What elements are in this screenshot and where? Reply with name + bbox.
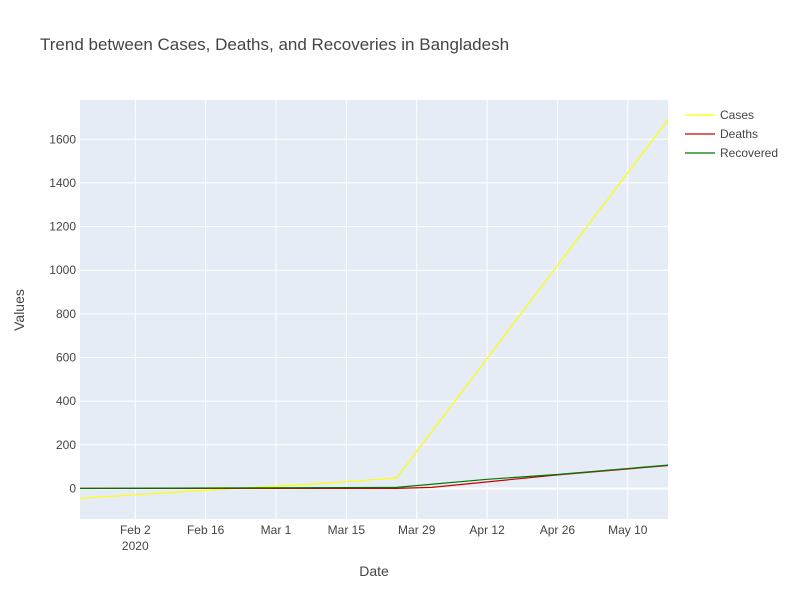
y-gridlines: [80, 138, 668, 490]
y-axis-title: Values: [11, 289, 27, 331]
series-line-cases: [79, 119, 669, 499]
y-tick-label: 1200: [49, 220, 76, 234]
chart-title: Trend between Cases, Deaths, and Recover…: [40, 35, 509, 54]
x-tick-label: Mar 29: [398, 523, 436, 537]
legend-item-cases[interactable]: Cases: [685, 108, 754, 122]
x-tick-label: Mar 15: [328, 523, 366, 537]
series-line-recovered: [79, 464, 669, 489]
x-tick-label: Apr 26: [540, 523, 576, 537]
legend[interactable]: Cases Deaths Recovered: [685, 108, 778, 160]
legend-label: Recovered: [720, 146, 778, 160]
y-axis-ticks: 0 200 400 600 800 1000 1200 1400 1600: [49, 132, 76, 495]
x-tick-label: Mar 1: [261, 523, 292, 537]
x-axis-title: Date: [359, 563, 389, 579]
y-tick-label: 0: [69, 481, 76, 495]
x-gridlines: [134, 100, 629, 519]
x-tick-label: Apr 12: [469, 523, 505, 537]
y-tick-label: 400: [56, 394, 76, 408]
x-tick-label: May 10: [608, 523, 648, 537]
series-lines: [79, 119, 669, 499]
x-tick-label: Feb 16: [187, 523, 225, 537]
x-tick-label: Feb 2: [120, 523, 151, 537]
legend-item-deaths[interactable]: Deaths: [685, 127, 758, 141]
legend-label: Cases: [720, 108, 754, 122]
legend-item-recovered[interactable]: Recovered: [685, 146, 778, 160]
plot-area: [80, 100, 668, 519]
y-tick-label: 600: [56, 351, 76, 365]
x-axis-ticks: Feb 2 2020 Feb 16 Mar 1 Mar 15 Mar 29 Apr 12 Ap…: [120, 523, 648, 553]
y-tick-label: 200: [56, 438, 76, 452]
y-tick-label: 1000: [49, 263, 76, 277]
y-tick-label: 800: [56, 307, 76, 321]
y-tick-label: 1600: [49, 132, 76, 146]
legend-label: Deaths: [720, 127, 758, 141]
x-tick-year-label: 2020: [122, 539, 149, 553]
y-tick-label: 1400: [49, 176, 76, 190]
